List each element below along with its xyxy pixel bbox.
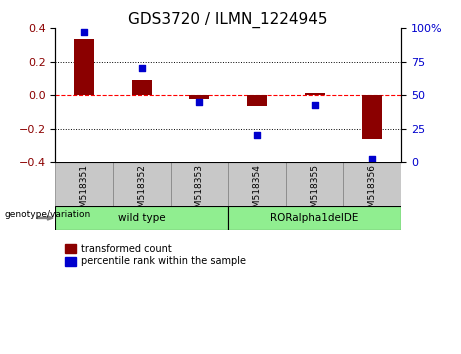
Text: GSM518355: GSM518355 xyxy=(310,164,319,219)
Point xyxy=(369,156,376,162)
Point xyxy=(311,102,318,107)
Bar xyxy=(228,206,401,230)
Bar xyxy=(228,162,286,206)
Text: GSM518356: GSM518356 xyxy=(368,164,377,219)
Bar xyxy=(305,93,325,95)
Bar xyxy=(132,80,152,95)
Bar xyxy=(113,162,171,206)
Title: GDS3720 / ILMN_1224945: GDS3720 / ILMN_1224945 xyxy=(129,12,328,28)
Bar xyxy=(247,95,267,106)
Bar xyxy=(55,206,228,230)
Bar xyxy=(74,39,94,95)
Bar xyxy=(55,162,113,206)
Text: transformed count: transformed count xyxy=(81,244,171,253)
Text: GSM518351: GSM518351 xyxy=(80,164,89,219)
Text: percentile rank within the sample: percentile rank within the sample xyxy=(81,256,246,266)
Text: GSM518354: GSM518354 xyxy=(253,164,261,219)
Bar xyxy=(286,162,343,206)
Text: RORalpha1delDE: RORalpha1delDE xyxy=(271,213,359,223)
Text: GSM518353: GSM518353 xyxy=(195,164,204,219)
Text: wild type: wild type xyxy=(118,213,165,223)
Bar xyxy=(189,95,209,98)
Bar xyxy=(362,95,382,139)
Point xyxy=(254,132,261,138)
Point xyxy=(138,65,146,71)
Point xyxy=(80,29,88,35)
Text: genotype/variation: genotype/variation xyxy=(5,210,91,219)
Bar xyxy=(343,162,401,206)
Point xyxy=(195,99,203,105)
Text: GSM518352: GSM518352 xyxy=(137,164,146,219)
Bar xyxy=(171,162,228,206)
